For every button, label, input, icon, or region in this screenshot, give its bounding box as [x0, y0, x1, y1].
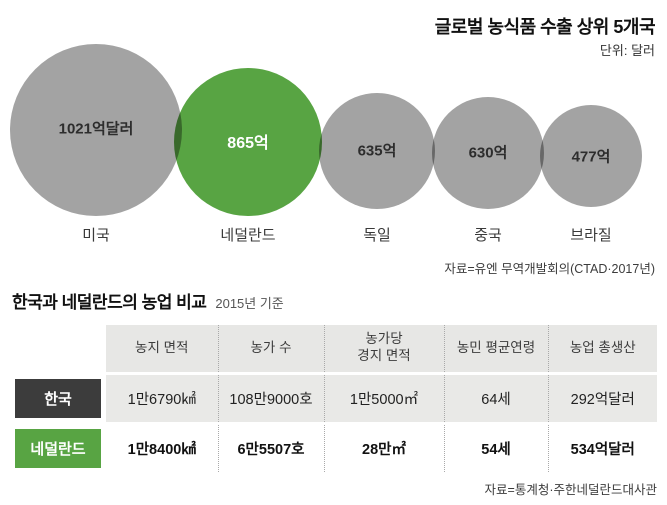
bubble-value-usa: 1021억달러	[58, 120, 134, 138]
netherlands-label-cell: 네덜란드	[10, 423, 106, 472]
bubble-germany	[319, 93, 435, 209]
bubble-usa	[10, 44, 182, 216]
table-title: 한국과 네덜란드의 농업 비교	[12, 293, 207, 312]
bubble-chart-section: 글로벌 농식품 수출 상위 5개국 단위: 달러 1021억달러 865억 63…	[10, 17, 656, 276]
korea-total-production: 292억달러	[547, 373, 657, 425]
header-total-production: 농업 총생산	[547, 325, 657, 375]
table-header: 농지 면적 농가 수 농가당 경지 면적 농민 평균연령 농업 총생산	[10, 325, 657, 375]
chart-unit-label: 단위: 달러	[599, 43, 655, 58]
korea-farm-count: 108만9000호	[217, 373, 324, 425]
table-row-netherlands: 네덜란드 1만8400㎢ 6만5507호 28만㎡ 54세 534억달러	[10, 423, 657, 472]
bubble-china	[432, 97, 544, 209]
netherlands-row-label: 네덜란드	[15, 428, 101, 468]
bubble-layer	[10, 44, 642, 216]
nl-farm-count: 6만5507호	[217, 423, 324, 472]
bubble-value-germany: 635억	[357, 142, 397, 160]
header-row: 농지 면적 농가 수 농가당 경지 면적 농민 평균연령 농업 총생산	[10, 325, 657, 375]
table-subtitle: 2015년 기준	[215, 296, 284, 311]
header-area-per-farm: 농가당 경지 면적	[323, 325, 444, 375]
nl-total-production: 534억달러	[547, 423, 657, 472]
bubble-value-china: 630억	[468, 144, 508, 162]
country-label-germany: 독일	[363, 227, 391, 244]
nl-farmland-area: 1만8400㎢	[106, 423, 218, 472]
table-body: 한국 1만6790㎢ 108만9000호 1만5000㎡ 64세 292억달러 …	[10, 373, 657, 472]
header-farmland-area: 농지 면적	[106, 325, 218, 375]
country-label-usa: 미국	[82, 227, 110, 244]
header-farm-count: 농가 수	[217, 325, 324, 375]
nl-avg-farmer-age: 54세	[443, 423, 548, 472]
bubble-brazil	[540, 105, 642, 207]
bubble-value-brazil: 477억	[571, 148, 611, 166]
korea-avg-farmer-age: 64세	[443, 373, 548, 425]
korea-area-per-farm: 1만5000㎡	[323, 373, 444, 425]
country-label-netherlands: 네덜란드	[220, 227, 276, 244]
table-source: 자료=통계청·주한네덜란드대사관	[484, 482, 657, 497]
header-avg-farmer-age: 농민 평균연령	[443, 325, 548, 375]
country-label-china: 중국	[474, 227, 502, 244]
korea-label-cell: 한국	[10, 373, 106, 425]
bubble-chart-source: 자료=유엔 무역개발회의(CTAD·2017년)	[444, 262, 655, 276]
comparison-table: 농지 면적 농가 수 농가당 경지 면적 농민 평균연령 농업 총생산 한국 1…	[10, 325, 657, 472]
table-row-korea: 한국 1만6790㎢ 108만9000호 1만5000㎡ 64세 292억달러	[10, 373, 657, 425]
section-title-row: 한국과 네덜란드의 농업 비교 2015년 기준	[10, 288, 657, 313]
chart-title: 글로벌 농식품 수출 상위 5개국	[434, 17, 656, 37]
country-label-brazil: 브라질	[570, 227, 612, 244]
header-corner-cell	[10, 325, 106, 375]
korea-farmland-area: 1만6790㎢	[106, 373, 218, 425]
bubble-netherlands	[174, 68, 322, 216]
korea-row-label: 한국	[15, 378, 101, 418]
bubble-value-netherlands: 865억	[227, 135, 269, 152]
comparison-table-section: 한국과 네덜란드의 농업 비교 2015년 기준 농지 면적 농가 수 농가당 …	[0, 282, 667, 498]
nl-area-per-farm: 28만㎡	[323, 423, 444, 472]
